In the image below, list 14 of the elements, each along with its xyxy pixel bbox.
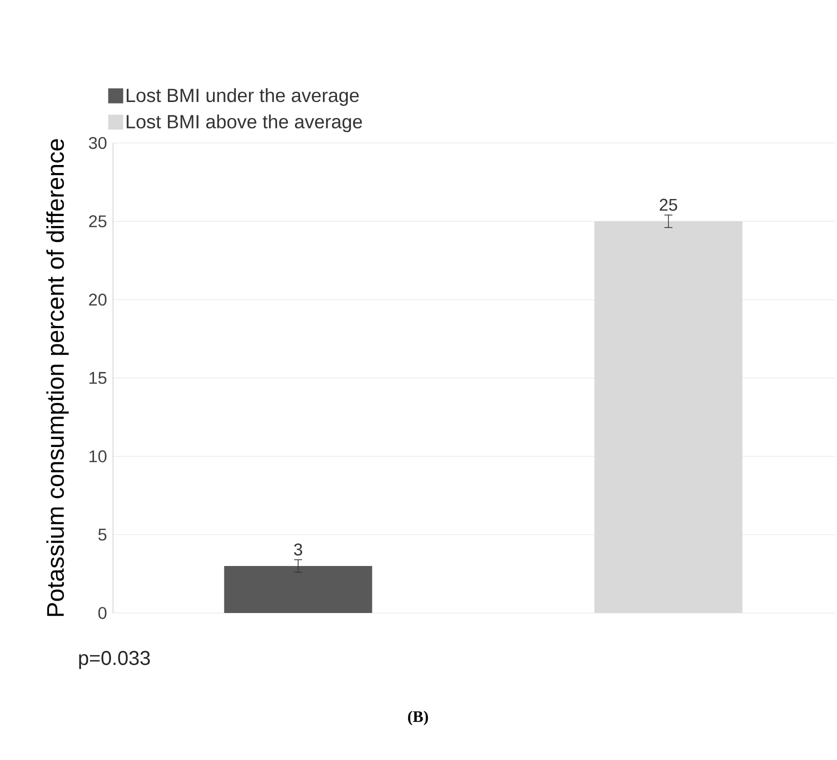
- legend-label: Lost BMI under the average: [126, 88, 359, 106]
- text: p=0.033: [79, 650, 150, 670]
- y-tick-label: 25: [89, 215, 106, 228]
- data-label: 3: [294, 543, 302, 556]
- y-tick-label: 5: [98, 528, 106, 541]
- y-tick-label: 10: [90, 450, 106, 462]
- data-label: 25: [660, 198, 678, 211]
- legend-label: Lost BMI above the average: [126, 114, 362, 132]
- y-tick-label: 15: [90, 372, 106, 384]
- y-tick-label: 20: [89, 294, 106, 306]
- y-tick-label: 30: [88, 136, 106, 150]
- y-axis-title: Potassium consumption percent of difference: [46, 139, 69, 616]
- y-tick-label: 0: [98, 606, 106, 620]
- text: (B): [408, 710, 428, 726]
